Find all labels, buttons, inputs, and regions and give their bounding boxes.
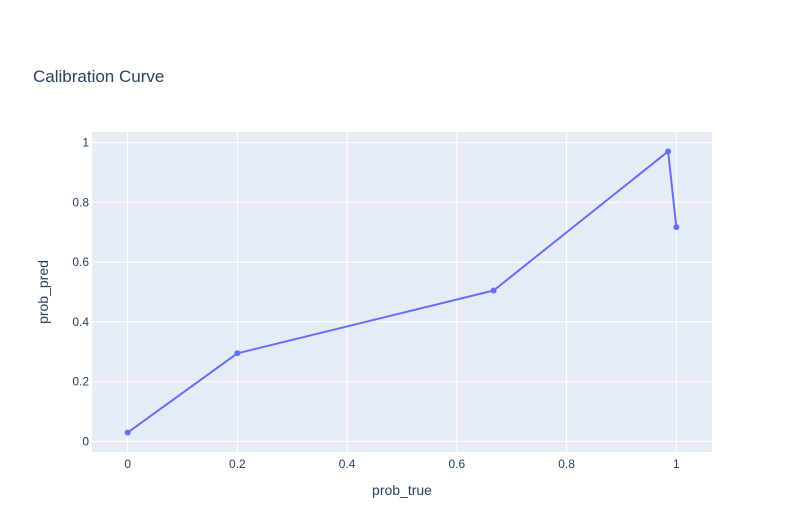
series-layer — [124, 148, 680, 436]
x-axis-title: prob_true — [372, 482, 432, 498]
x-tick-label: 0.6 — [449, 457, 466, 471]
y-tick-label: 1 — [82, 135, 89, 149]
y-tick-label: 0.8 — [72, 195, 89, 209]
y-tick-labels: 0 0.2 0.4 0.6 0.8 1 — [72, 135, 89, 448]
chart-title: Calibration Curve — [33, 67, 164, 86]
y-tick-label: 0.2 — [72, 375, 89, 389]
data-point — [665, 148, 672, 155]
x-tick-label: 0 — [124, 457, 131, 471]
y-grid-lines — [92, 141, 712, 443]
plot-background — [92, 132, 712, 452]
data-point — [124, 429, 131, 436]
x-tick-label: 0.2 — [229, 457, 246, 471]
y-tick-label: 0.6 — [72, 255, 89, 269]
x-tick-labels: 0 0.2 0.4 0.6 0.8 1 — [124, 457, 680, 471]
data-point — [234, 350, 241, 357]
y-tick-label: 0 — [82, 435, 89, 449]
x-grid-lines — [127, 132, 677, 452]
x-tick-label: 1 — [673, 457, 680, 471]
x-tick-label: 0.8 — [558, 457, 575, 471]
y-axis-title: prob_pred — [35, 260, 51, 324]
y-tick-label: 0.4 — [72, 315, 89, 329]
data-point — [673, 224, 680, 231]
data-point — [490, 287, 497, 294]
x-tick-label: 0.4 — [339, 457, 356, 471]
